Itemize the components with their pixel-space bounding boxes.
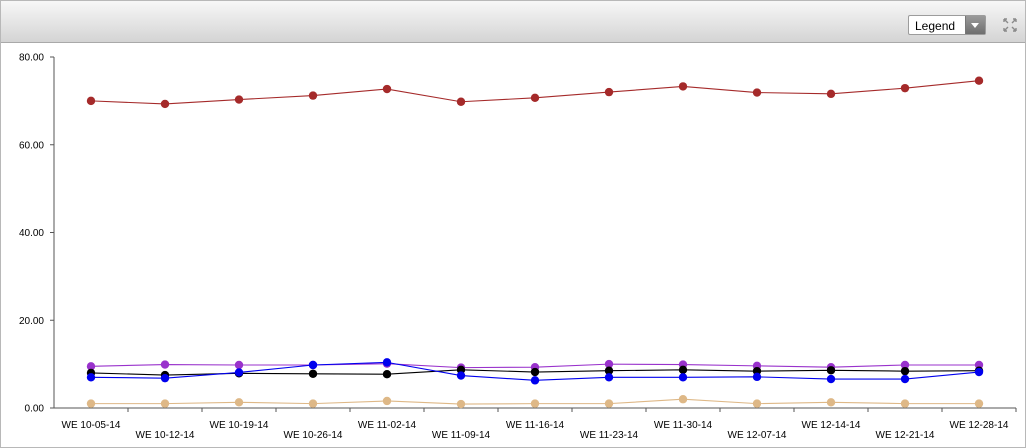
expand-arrows-icon[interactable] — [1002, 17, 1018, 33]
data-point[interactable] — [160, 360, 170, 369]
data-point[interactable] — [752, 88, 762, 97]
data-point[interactable] — [308, 369, 318, 378]
data-point[interactable] — [308, 360, 318, 370]
data-point[interactable] — [900, 399, 910, 408]
x-tick-label: WE 12-28-14 — [950, 420, 1009, 431]
data-point[interactable] — [826, 366, 836, 375]
x-tick-label: WE 11-02-14 — [358, 420, 417, 431]
data-point[interactable] — [604, 399, 614, 408]
data-point[interactable] — [678, 395, 688, 404]
data-point[interactable] — [86, 96, 96, 106]
x-tick-label: WE 10-26-14 — [284, 430, 343, 441]
x-tick-label: WE 11-09-14 — [432, 430, 491, 441]
data-point[interactable] — [530, 367, 540, 377]
data-point[interactable] — [86, 362, 96, 371]
data-point[interactable] — [900, 374, 910, 384]
data-point[interactable] — [86, 373, 96, 382]
data-point[interactable] — [678, 82, 688, 91]
x-tick-label: WE 10-05-14 — [62, 420, 121, 431]
data-point[interactable] — [382, 370, 392, 379]
y-tick-label: 20.00 — [19, 316, 44, 327]
chevron-down-icon[interactable] — [965, 16, 985, 34]
y-tick-label: 60.00 — [19, 140, 44, 151]
data-point[interactable] — [826, 89, 836, 99]
legend-dropdown[interactable]: Legend — [908, 15, 986, 35]
x-tick-label: WE 12-14-14 — [802, 420, 861, 431]
legend-dropdown-label: Legend — [915, 19, 956, 33]
line-chart: 0.00 20.00 40.00 60.00 80.00 WE 10-05-14 WE 10… — [19, 53, 1017, 441]
data-point[interactable] — [530, 93, 540, 103]
data-point[interactable] — [382, 358, 392, 367]
data-point[interactable] — [160, 99, 170, 109]
data-point[interactable] — [974, 367, 984, 377]
data-point[interactable] — [530, 376, 540, 385]
data-point[interactable] — [308, 399, 318, 408]
data-point[interactable] — [234, 398, 244, 407]
data-point[interactable] — [826, 398, 836, 407]
data-point[interactable] — [86, 399, 96, 408]
chart-toolbar: Legend — [1, 1, 1025, 43]
data-point[interactable] — [604, 366, 614, 375]
data-point[interactable] — [900, 366, 910, 376]
y-tick-label: 0.00 — [25, 404, 45, 415]
data-point[interactable] — [752, 372, 762, 382]
data-point[interactable] — [604, 359, 614, 369]
series-5 — [86, 395, 984, 409]
chart-series — [86, 76, 984, 409]
data-point[interactable] — [234, 360, 244, 370]
x-tick-label: WE 12-07-14 — [728, 430, 787, 441]
data-point[interactable] — [234, 368, 244, 377]
y-tick-label: 40.00 — [19, 228, 44, 239]
data-point[interactable] — [234, 95, 244, 104]
series-1 — [86, 76, 984, 109]
data-point[interactable] — [974, 399, 984, 408]
chart-axes: 0.00 20.00 40.00 60.00 80.00 WE 10-05-14 WE 10… — [19, 53, 1017, 441]
data-point[interactable] — [456, 371, 466, 380]
x-tick-label: WE 11-23-14 — [580, 430, 639, 441]
data-point[interactable] — [678, 365, 688, 375]
data-point[interactable] — [900, 83, 910, 93]
x-tick-label: WE 12-21-14 — [876, 430, 935, 441]
data-point[interactable] — [826, 374, 836, 384]
data-point[interactable] — [604, 373, 614, 382]
data-point[interactable] — [456, 97, 466, 106]
x-tick-label: WE 10-19-14 — [210, 420, 269, 431]
x-tick-label: WE 10-12-14 — [136, 430, 195, 441]
data-point[interactable] — [752, 399, 762, 408]
data-point[interactable] — [974, 76, 984, 85]
data-point[interactable] — [308, 91, 318, 100]
data-point[interactable] — [456, 399, 466, 409]
series-4 — [86, 358, 984, 385]
data-point[interactable] — [160, 373, 170, 383]
data-point[interactable] — [530, 399, 540, 408]
data-point[interactable] — [678, 373, 688, 382]
y-tick-label: 80.00 — [19, 53, 44, 64]
data-point[interactable] — [160, 399, 170, 408]
data-point[interactable] — [382, 396, 392, 406]
x-tick-label: WE 11-16-14 — [506, 420, 565, 431]
x-tick-label: WE 11-30-14 — [654, 420, 713, 431]
data-point[interactable] — [604, 87, 614, 97]
data-point[interactable] — [382, 84, 392, 94]
data-point[interactable] — [900, 360, 910, 370]
